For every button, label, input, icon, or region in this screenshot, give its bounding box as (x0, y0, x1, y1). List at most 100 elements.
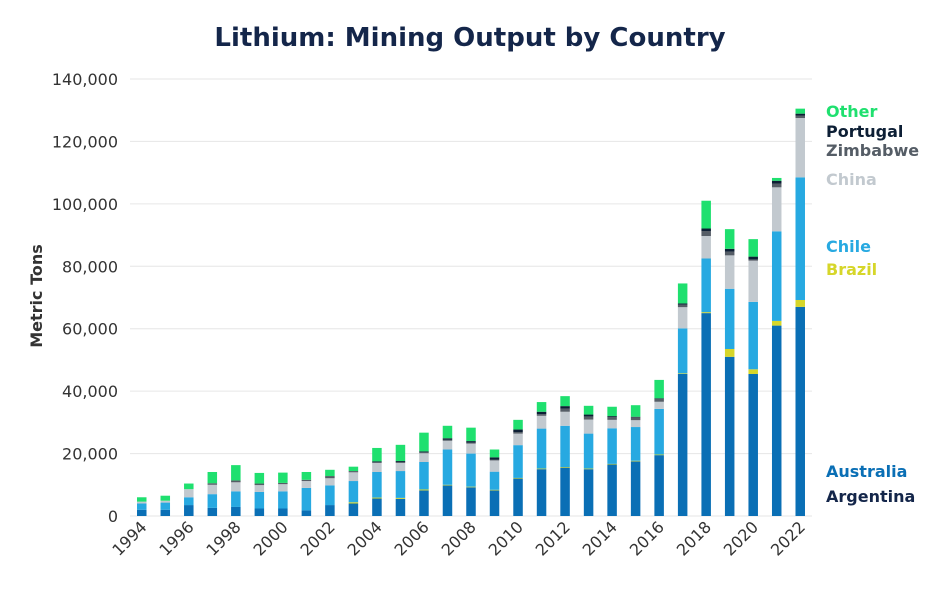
bar-segment-china (630, 420, 641, 428)
bar-segment-chile (583, 433, 594, 469)
bar-segment-australia (137, 509, 147, 516)
bar-segment-china (419, 453, 429, 462)
bar-segment-china (607, 419, 617, 429)
bar-stack-2006 (419, 432, 429, 516)
bar-segment-chile (489, 471, 500, 490)
bar-stack-2013 (583, 405, 594, 516)
bar-segment-china (724, 255, 735, 289)
y-tick-label: 0 (108, 507, 118, 526)
bar-segment-zimbabwe (795, 115, 805, 119)
bar-segment-portugal (442, 438, 453, 440)
bar-segment-chile (207, 494, 218, 508)
bar-segment-portugal (724, 248, 735, 252)
bar-segment-china (254, 485, 265, 492)
x-tick-label: 2016 (626, 517, 668, 559)
legend-label-zimbabwe: Zimbabwe (826, 141, 919, 160)
bar-segment-chile (677, 328, 688, 374)
legend-label-brazil: Brazil (826, 260, 877, 279)
bar-segment-other (442, 425, 453, 439)
bar-segment-chile (395, 471, 406, 498)
bar-stack-1994 (137, 497, 147, 516)
bar-segment-brazil (466, 486, 476, 488)
bar-segment-china (348, 472, 359, 482)
bar-stack-1998 (231, 465, 241, 516)
bar-segment-australia (795, 306, 805, 516)
bar-segment-brazil (607, 463, 617, 465)
bar-segment-other (395, 444, 406, 462)
bar-segment-other (513, 419, 523, 430)
x-tick-label: 2012 (532, 517, 574, 559)
bar-stack-2012 (560, 396, 570, 516)
bar-segment-china (301, 481, 312, 488)
bar-segment-brazil (795, 299, 805, 307)
y-axis-label: Metric Tons (27, 244, 46, 348)
bar-segment-brazil (630, 460, 641, 462)
bar-segment-brazil (536, 468, 547, 470)
bar-stack-2009 (489, 449, 500, 516)
bar-segment-brazil (654, 454, 664, 456)
bar-segment-other (560, 396, 570, 407)
bar-segment-other (160, 495, 171, 501)
bar-segment-australia (536, 469, 547, 516)
bar-segment-china (160, 500, 171, 503)
bar-segment-portugal (560, 406, 570, 409)
bar-segment-chile (607, 428, 617, 464)
bar-segment-australia (513, 478, 523, 516)
bar-segment-portugal (748, 256, 758, 260)
bar-segment-chile (325, 485, 335, 506)
bar-segment-zimbabwe (442, 439, 453, 441)
bar-segment-portugal (630, 416, 641, 418)
bar-segment-australia (771, 325, 782, 516)
bar-segment-australia (442, 485, 453, 516)
bar-segment-portugal (419, 451, 429, 453)
bar-segment-china (231, 482, 241, 492)
bar-segment-zimbabwe (231, 480, 241, 483)
bar-segment-other (701, 200, 711, 229)
bar-segment-zimbabwe (395, 461, 406, 463)
bar-segment-portugal (654, 398, 664, 399)
bars (137, 108, 805, 516)
bar-segment-chile (560, 425, 570, 467)
bar-segment-brazil (560, 466, 570, 468)
legend-label-other: Other (826, 102, 877, 121)
bar-segment-portugal (536, 411, 547, 415)
x-tick-label: 2004 (344, 517, 386, 559)
y-tick-label: 80,000 (62, 257, 118, 276)
bar-segment-other (278, 472, 288, 483)
bar-segment-zimbabwe (771, 183, 782, 188)
bar-segment-portugal (513, 429, 523, 433)
bar-segment-zimbabwe (748, 259, 758, 261)
bar-segment-portugal (489, 457, 500, 460)
legend-label-australia: Australia (826, 462, 907, 481)
bar-segment-australia (724, 356, 735, 516)
bar-segment-australia (607, 464, 617, 516)
bar-segment-china (489, 460, 500, 472)
bar-segment-chile (254, 491, 265, 509)
bar-segment-australia (301, 510, 312, 516)
y-tick-label: 100,000 (52, 195, 118, 214)
bar-segment-other (207, 471, 218, 484)
bar-segment-chile (137, 503, 147, 510)
bar-segment-brazil (748, 369, 758, 374)
bar-segment-zimbabwe (372, 462, 382, 463)
bar-segment-portugal (677, 303, 688, 305)
bar-stack-2017 (677, 283, 688, 516)
bar-segment-portugal (583, 414, 594, 417)
bar-segment-other (466, 427, 476, 442)
bar-segment-china (513, 433, 523, 446)
x-tick-label: 2008 (438, 517, 480, 559)
bar-segment-zimbabwe (325, 476, 335, 479)
bar-segment-china (748, 260, 758, 302)
bar-segment-zimbabwe (419, 452, 429, 454)
bar-stack-2018 (701, 200, 711, 516)
y-tick-label: 140,000 (52, 70, 118, 89)
x-tick-label: 2006 (391, 517, 433, 559)
bar-segment-china (654, 401, 664, 409)
bar-segment-other (184, 483, 194, 490)
legend-label-argentina: Argentina (826, 487, 915, 506)
bar-segment-chile (184, 497, 194, 506)
bar-segment-zimbabwe (278, 482, 288, 485)
y-axis: 0 20,000 40,000 60,000 80,000 100,000 120,000 1… (52, 70, 118, 526)
bar-segment-australia (395, 498, 406, 516)
